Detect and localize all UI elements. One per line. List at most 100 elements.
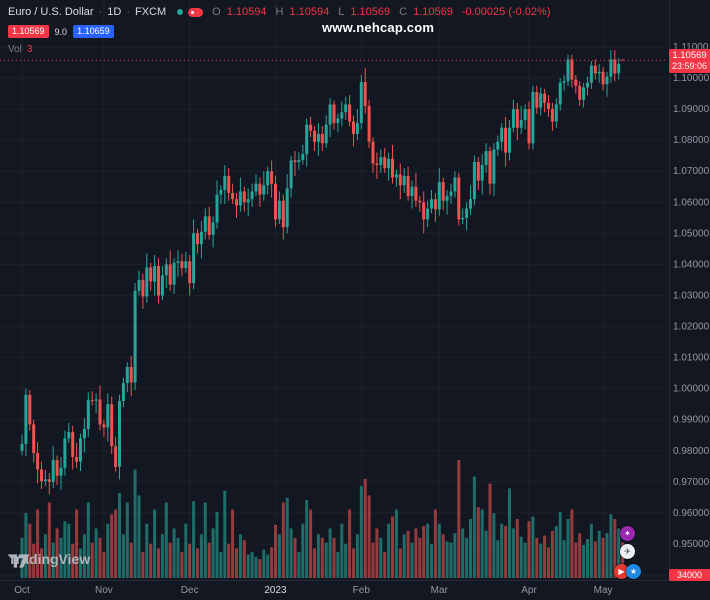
volume-bar — [410, 542, 414, 578]
volume-bar — [274, 524, 277, 578]
candle — [320, 126, 324, 152]
volume-bar — [94, 528, 98, 578]
candle — [453, 171, 457, 198]
candle — [363, 67, 367, 114]
volume-bar — [597, 530, 601, 578]
candle — [508, 119, 511, 161]
candle — [266, 166, 270, 195]
volume-bar — [160, 534, 164, 578]
candle — [340, 101, 344, 127]
candle — [589, 60, 593, 89]
candle — [449, 183, 453, 204]
candle — [535, 85, 539, 114]
volume-bar — [375, 528, 379, 578]
candle — [141, 273, 145, 309]
interval-label[interactable]: 1D — [107, 6, 122, 18]
volume-bar — [28, 523, 32, 578]
svg-text:1.08000: 1.08000 — [673, 135, 710, 146]
candle — [554, 98, 558, 128]
volume-bar — [441, 534, 445, 578]
volume-bar — [250, 552, 254, 578]
last-price-badge: 1.10569 23:59:06 — [669, 49, 710, 74]
volume-bar — [192, 501, 196, 578]
svg-text:May: May — [594, 585, 613, 596]
website-watermark: www.nehcap.com — [322, 20, 435, 35]
candle — [160, 265, 164, 301]
volume-bar — [305, 500, 309, 578]
volume-bar — [562, 540, 566, 578]
volume-bar — [114, 509, 118, 578]
volume-bar — [496, 540, 500, 578]
volume-bar — [500, 523, 504, 578]
candle — [570, 54, 574, 88]
volume-bar — [75, 509, 79, 578]
tradingview-logo[interactable]: TradingView — [8, 551, 90, 568]
volume-bar — [281, 502, 285, 578]
candle — [617, 57, 621, 80]
candle — [383, 147, 387, 173]
volume-bar — [238, 534, 242, 578]
candle — [476, 157, 480, 190]
candle — [176, 250, 180, 277]
candle — [227, 168, 231, 201]
candle — [578, 81, 582, 107]
volume-bar — [355, 534, 359, 578]
volume-bar — [63, 521, 67, 578]
low-value: 1.10569 — [350, 6, 391, 18]
candle — [597, 64, 601, 83]
candle — [609, 50, 613, 83]
volume-bar — [328, 528, 332, 578]
candles-layer — [20, 50, 625, 495]
candle — [445, 189, 449, 215]
volume-bar — [129, 542, 133, 578]
svg-text:1.11000: 1.11000 — [673, 42, 709, 53]
candle — [543, 88, 547, 113]
candle — [219, 185, 223, 204]
svg-text:2023: 2023 — [264, 585, 287, 596]
svg-text:Feb: Feb — [353, 585, 371, 596]
volume-bar — [309, 509, 313, 578]
price-label-blue[interactable]: 1.10659 — [73, 25, 114, 38]
price-axis[interactable] — [668, 0, 710, 580]
candle — [437, 168, 441, 216]
volume-label: Vol — [8, 44, 22, 55]
separator-dot: · — [126, 6, 130, 18]
volume-bar — [293, 537, 297, 578]
candle — [129, 356, 133, 397]
volume-bar — [82, 534, 86, 578]
volume-bar — [445, 541, 449, 578]
volume-bar — [301, 523, 305, 578]
svg-text:1.09000: 1.09000 — [673, 104, 710, 115]
volume-bar — [211, 528, 215, 578]
candle — [348, 95, 352, 127]
volume-bar — [539, 543, 543, 578]
volume-bar — [437, 523, 441, 578]
volume-bar — [277, 534, 281, 578]
volume-bar — [344, 543, 348, 578]
volume-bar — [43, 534, 47, 578]
price-label-red[interactable]: 1.10569 — [8, 25, 49, 38]
candle — [192, 219, 196, 290]
candle — [223, 165, 227, 204]
volume-bar — [433, 509, 437, 578]
volume-bar — [453, 533, 457, 578]
candle — [566, 54, 570, 86]
separator-dot: · — [98, 6, 103, 18]
time-axis-labels: Oct Nov Dec 2023 Feb Mar Apr May — [14, 585, 612, 596]
volume-bar — [141, 552, 145, 578]
volume-bar — [547, 547, 550, 578]
svg-text:1.02000: 1.02000 — [673, 322, 710, 333]
volume-bar — [246, 554, 250, 578]
exchange-label: FXCM — [135, 6, 167, 18]
volume-bar — [266, 554, 270, 578]
symbol-name[interactable]: Euro / U.S. Dollar — [8, 6, 94, 18]
candle — [484, 143, 488, 173]
candle — [114, 436, 118, 472]
time-axis[interactable] — [0, 580, 710, 600]
volume-layer — [20, 460, 625, 578]
candle — [289, 155, 293, 198]
candle — [75, 443, 79, 468]
candle — [558, 78, 562, 111]
candle — [102, 419, 106, 437]
